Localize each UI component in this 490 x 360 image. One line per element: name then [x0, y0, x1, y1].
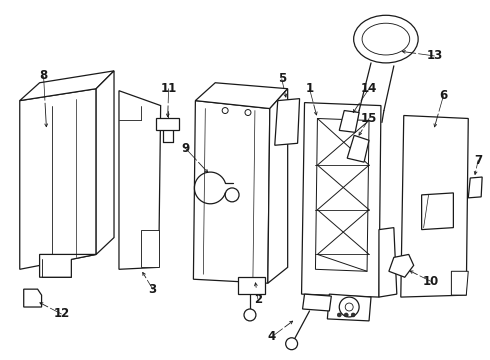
Text: 11: 11	[160, 82, 177, 95]
Ellipse shape	[362, 23, 410, 55]
Circle shape	[225, 188, 239, 202]
Text: 7: 7	[474, 154, 482, 167]
Polygon shape	[268, 89, 288, 283]
Text: 4: 4	[268, 330, 276, 343]
Polygon shape	[302, 294, 331, 311]
Circle shape	[286, 338, 297, 350]
Polygon shape	[316, 118, 369, 271]
Polygon shape	[347, 135, 369, 162]
Text: 5: 5	[278, 72, 286, 85]
Polygon shape	[96, 71, 114, 255]
Text: 10: 10	[422, 275, 439, 288]
Text: 12: 12	[53, 307, 70, 320]
Polygon shape	[339, 111, 359, 132]
Polygon shape	[275, 99, 299, 145]
Polygon shape	[468, 177, 482, 198]
Polygon shape	[119, 91, 161, 269]
Text: 8: 8	[39, 69, 48, 82]
Polygon shape	[156, 118, 178, 130]
Circle shape	[339, 297, 359, 317]
Circle shape	[245, 109, 251, 116]
Text: 1: 1	[305, 82, 314, 95]
Circle shape	[244, 309, 256, 321]
Ellipse shape	[354, 15, 418, 63]
Polygon shape	[24, 289, 42, 307]
Circle shape	[222, 108, 228, 113]
Circle shape	[337, 313, 341, 317]
Circle shape	[345, 303, 353, 311]
Text: 2: 2	[254, 293, 262, 306]
Text: 13: 13	[426, 49, 442, 63]
Text: 9: 9	[181, 142, 190, 155]
Circle shape	[351, 313, 355, 317]
Polygon shape	[20, 89, 96, 269]
Polygon shape	[379, 228, 397, 297]
Circle shape	[285, 109, 291, 116]
Polygon shape	[238, 277, 265, 294]
Polygon shape	[20, 71, 114, 100]
Text: 14: 14	[361, 82, 377, 95]
Circle shape	[285, 122, 291, 129]
Circle shape	[285, 134, 291, 140]
Text: 6: 6	[440, 89, 447, 102]
Text: 15: 15	[361, 112, 377, 125]
Circle shape	[344, 116, 354, 125]
Polygon shape	[196, 83, 288, 109]
Polygon shape	[40, 255, 96, 277]
Polygon shape	[141, 230, 159, 267]
Polygon shape	[421, 193, 453, 230]
Text: 3: 3	[148, 283, 157, 296]
Polygon shape	[194, 100, 270, 283]
Polygon shape	[401, 116, 468, 297]
Polygon shape	[451, 271, 468, 295]
Polygon shape	[301, 103, 381, 297]
Polygon shape	[327, 294, 371, 321]
Circle shape	[344, 313, 348, 317]
Circle shape	[352, 143, 362, 153]
Polygon shape	[389, 255, 414, 277]
